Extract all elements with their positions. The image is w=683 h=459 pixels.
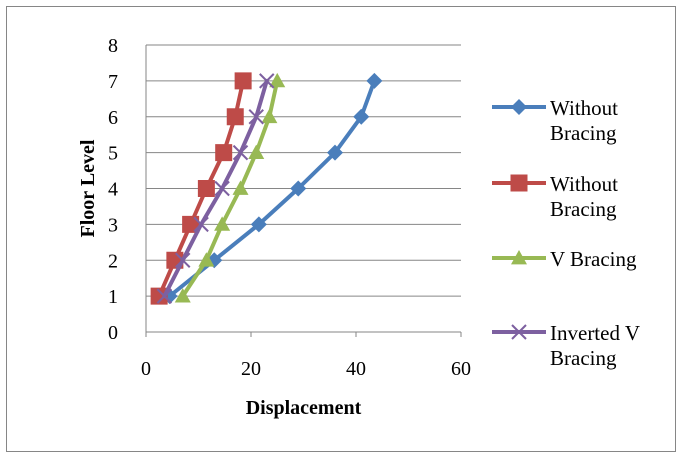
data-point (174, 288, 191, 303)
x-tick-label: 40 (346, 358, 366, 380)
data-point (234, 72, 252, 90)
x-marker-stroke (193, 216, 209, 233)
data-point (214, 180, 230, 197)
y-tick-label: 4 (108, 179, 118, 201)
legend-swatch-marker (511, 250, 527, 265)
legend-label: Without (550, 172, 618, 196)
data-point (150, 287, 168, 305)
series-1 (161, 72, 383, 305)
data-point (248, 144, 265, 160)
x-tick-label: 20 (241, 358, 261, 380)
series-2 (150, 72, 252, 305)
data-point (353, 108, 370, 125)
y-tick-label: 2 (108, 250, 118, 272)
data-point (259, 73, 275, 89)
series-3 (174, 72, 286, 303)
legend-swatch-marker (511, 324, 527, 340)
legend-item-3: V Bracing (492, 247, 637, 271)
data-point (261, 108, 278, 124)
y-tick-label: 7 (108, 71, 118, 93)
data-point (269, 72, 286, 88)
x-tick-label: 0 (141, 358, 151, 380)
data-point (232, 180, 249, 195)
x-marker-stroke (232, 144, 249, 161)
y-tick-label: 3 (108, 214, 118, 236)
x-marker-stroke (259, 73, 275, 89)
legend-label: Bracing (550, 121, 617, 145)
data-point (198, 252, 215, 267)
y-tick-label: 5 (108, 143, 118, 165)
legend-label: Without (550, 96, 618, 120)
y-tick-label: 0 (108, 322, 118, 344)
data-point (182, 215, 200, 233)
x-marker-stroke (156, 288, 173, 304)
legend-label: Bracing (550, 346, 617, 370)
data-point (290, 180, 307, 197)
x-tick-label: 60 (451, 358, 471, 380)
data-point (232, 144, 249, 161)
data-point (156, 288, 173, 304)
data-point (214, 216, 231, 231)
data-point (366, 72, 383, 89)
chart-frame (6, 6, 676, 452)
y-tick-labels: 0 1 2 3 4 5 6 7 8 (108, 35, 118, 344)
data-point (226, 108, 244, 126)
y-tick-label: 8 (108, 35, 118, 57)
legend-label: Inverted V (550, 321, 640, 345)
x-marker-stroke (214, 180, 230, 197)
x-marker-stroke (511, 324, 527, 340)
legend-swatch-marker (511, 99, 527, 115)
data-point (250, 216, 267, 233)
series-4 (156, 73, 275, 304)
x-tick-labels: 0 20 40 60 (141, 358, 471, 380)
legend-label: V Bracing (550, 247, 637, 271)
data-point (197, 180, 215, 197)
y-tick-label: 6 (108, 107, 118, 129)
x-marker-stroke (175, 252, 191, 268)
legend-label: Bracing (550, 197, 617, 221)
gridlines (146, 44, 461, 297)
data-point (248, 109, 264, 125)
axes (145, 45, 462, 337)
data-point (327, 144, 343, 161)
data-point (175, 252, 191, 268)
series-layer (150, 72, 383, 305)
y-tick-label: 1 (108, 286, 118, 308)
legend-swatch-marker (510, 174, 528, 192)
x-marker-stroke (248, 109, 264, 125)
y-axis-title: Floor Level (77, 139, 99, 237)
x-axis-title: Displacement (246, 397, 362, 419)
data-point (193, 216, 209, 233)
data-point (215, 144, 233, 162)
